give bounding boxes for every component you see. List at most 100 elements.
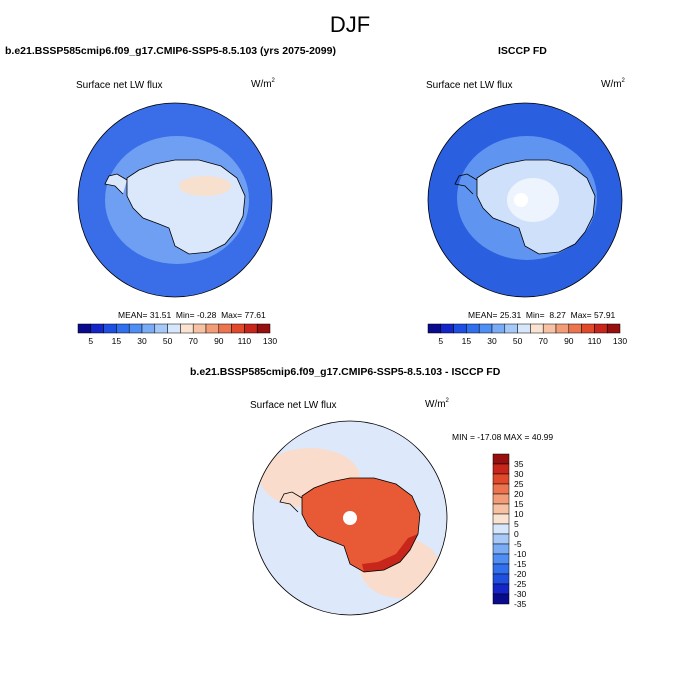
model-peninsula-coastline — [104, 173, 128, 195]
diff-colorbar-box — [492, 453, 510, 465]
diff-units-label: W/m2 — [425, 398, 449, 410]
model-colorbar-tick-label: 30 — [137, 336, 147, 346]
model-coastline — [126, 159, 246, 255]
diff-colorbar-box — [492, 503, 510, 515]
diff-colorbar-box — [492, 553, 510, 565]
obs-colorbar-box — [466, 323, 480, 334]
diff-colorbar-tick-label: -20 — [514, 569, 527, 579]
obs-continent-light-patch — [507, 178, 559, 222]
figure-title: DJF — [329, 12, 371, 37]
diff-colorbar-tick-label: -30 — [514, 589, 527, 599]
obs-colorbar-box — [606, 323, 621, 334]
obs-colorbar-box — [568, 323, 582, 334]
obs-map-border — [427, 102, 623, 298]
obs-colorbar-box — [530, 323, 544, 334]
diff-variable-label: Surface net LW flux — [250, 400, 337, 411]
model-colorbar-box — [167, 323, 181, 334]
model-colorbar: 5 15 30 50 70 90 110 130 — [77, 323, 277, 346]
model-colorbar-tick-label: 70 — [188, 336, 198, 346]
diff-colorbar-tick-label: -15 — [514, 559, 527, 569]
diff-polar-map — [252, 420, 448, 616]
obs-colorbar-tick-label: 70 — [538, 336, 548, 346]
diff-colorbar-box — [492, 463, 510, 475]
obs-pole-gap — [514, 193, 528, 207]
diff-colorbar-box — [492, 563, 510, 575]
diff-colorbar-box — [492, 533, 510, 545]
diff-colorbar-tick-label: -10 — [514, 549, 527, 559]
obs-colorbar-tick-label: 5 — [438, 336, 443, 346]
diff-colorbar-box — [492, 583, 510, 595]
diff-colorbar-tick-label: 15 — [514, 499, 524, 509]
obs-variable-label: Surface net LW flux — [426, 80, 513, 91]
diff-coastline — [301, 477, 421, 573]
model-colorbar-box — [256, 323, 271, 334]
obs-colorbar-tick-label: 110 — [588, 336, 602, 346]
model-colorbar-box — [192, 323, 207, 334]
model-colorbar-box — [141, 323, 156, 334]
model-colorbar-box — [116, 323, 130, 334]
diff-colorbar-box — [492, 573, 510, 585]
diff-colorbar-tick-label: 10 — [514, 509, 524, 519]
diff-colorbar-tick-label: -25 — [514, 579, 527, 589]
diff-colorbar-box — [492, 473, 510, 485]
model-colorbar-box — [90, 323, 104, 334]
diff-minmax: MIN = -17.08 MAX = 40.99 — [452, 432, 554, 442]
diff-colorbar-box — [492, 493, 510, 505]
obs-colorbar-box — [555, 323, 570, 334]
obs-colorbar-box — [594, 323, 608, 334]
model-colorbar-tick-label: 50 — [163, 336, 173, 346]
diff-colorbar-box — [492, 483, 510, 495]
model-colorbar-tick-label: 90 — [214, 336, 224, 346]
model-colorbar-box — [205, 323, 220, 334]
diff-colorbar-box — [492, 543, 510, 555]
obs-colorbar-tick-label: 90 — [564, 336, 574, 346]
diff-colorbar-tick-label: -5 — [514, 539, 522, 549]
model-peninsula-field — [105, 174, 127, 194]
obs-colorbar-box — [440, 323, 454, 334]
obs-colorbar-tick-label: 50 — [513, 336, 523, 346]
diff-colorbar-tick-label: 20 — [514, 489, 524, 499]
obs-peninsula-coastline — [454, 173, 478, 195]
model-panel-title: b.e21.BSSP585cmip6.f09_g17.CMIP6-SSP5-8.… — [5, 45, 336, 57]
obs-units-label: W/m2 — [601, 78, 625, 90]
diff-colorbar-tick-label: 5 — [514, 519, 519, 529]
diff-colorbar-tick-label: 35 — [514, 459, 524, 469]
model-map-border — [77, 102, 273, 298]
obs-stats: MEAN= 25.31 Min= 8.27 Max= 57.91 — [468, 310, 616, 320]
obs-colorbar-box — [427, 323, 442, 334]
model-colorbar-box — [218, 323, 232, 334]
model-polar-map — [77, 102, 273, 298]
model-colorbar-box — [180, 323, 194, 334]
model-continent-warm-patch — [179, 176, 231, 196]
model-colorbar-box — [77, 323, 92, 334]
obs-colorbar: 5 15 30 50 70 90 110 130 — [427, 323, 627, 346]
model-colorbar-tick-label: 110 — [238, 336, 252, 346]
obs-colorbar-box — [504, 323, 518, 334]
diff-continent-field — [302, 478, 420, 572]
model-colorbar-box — [128, 323, 143, 334]
model-units-label: W/m2 — [251, 78, 275, 90]
diff-map-border — [252, 420, 448, 616]
diff-colorbar-tick-label: 0 — [514, 529, 519, 539]
obs-panel-title: ISCCP FD — [498, 45, 547, 57]
model-colorbar-box — [231, 323, 245, 334]
obs-colorbar-box — [581, 323, 595, 334]
obs-colorbar-box — [478, 323, 493, 334]
diff-peninsula-coastline — [279, 491, 303, 513]
obs-colorbar-tick-label: 15 — [462, 336, 472, 346]
diff-colorbar-tick-label: -35 — [514, 599, 527, 609]
model-variable-label: Surface net LW flux — [76, 80, 163, 91]
model-colorbar-tick-label: 130 — [263, 336, 277, 346]
diff-continent-dark-rim — [362, 534, 418, 572]
obs-colorbar-box — [517, 323, 531, 334]
model-colorbar-tick-label: 15 — [112, 336, 122, 346]
diff-colorbar-tick-label: 25 — [514, 479, 524, 489]
diff-colorbar-box — [492, 513, 510, 525]
diff-colorbar-box — [492, 523, 510, 535]
diff-panel-title: b.e21.BSSP585cmip6.f09_g17.CMIP6-SSP5-8.… — [190, 366, 501, 378]
obs-colorbar-box — [453, 323, 467, 334]
obs-polar-map — [427, 102, 623, 298]
obs-colorbar-box — [542, 323, 557, 334]
model-colorbar-box — [154, 323, 168, 334]
